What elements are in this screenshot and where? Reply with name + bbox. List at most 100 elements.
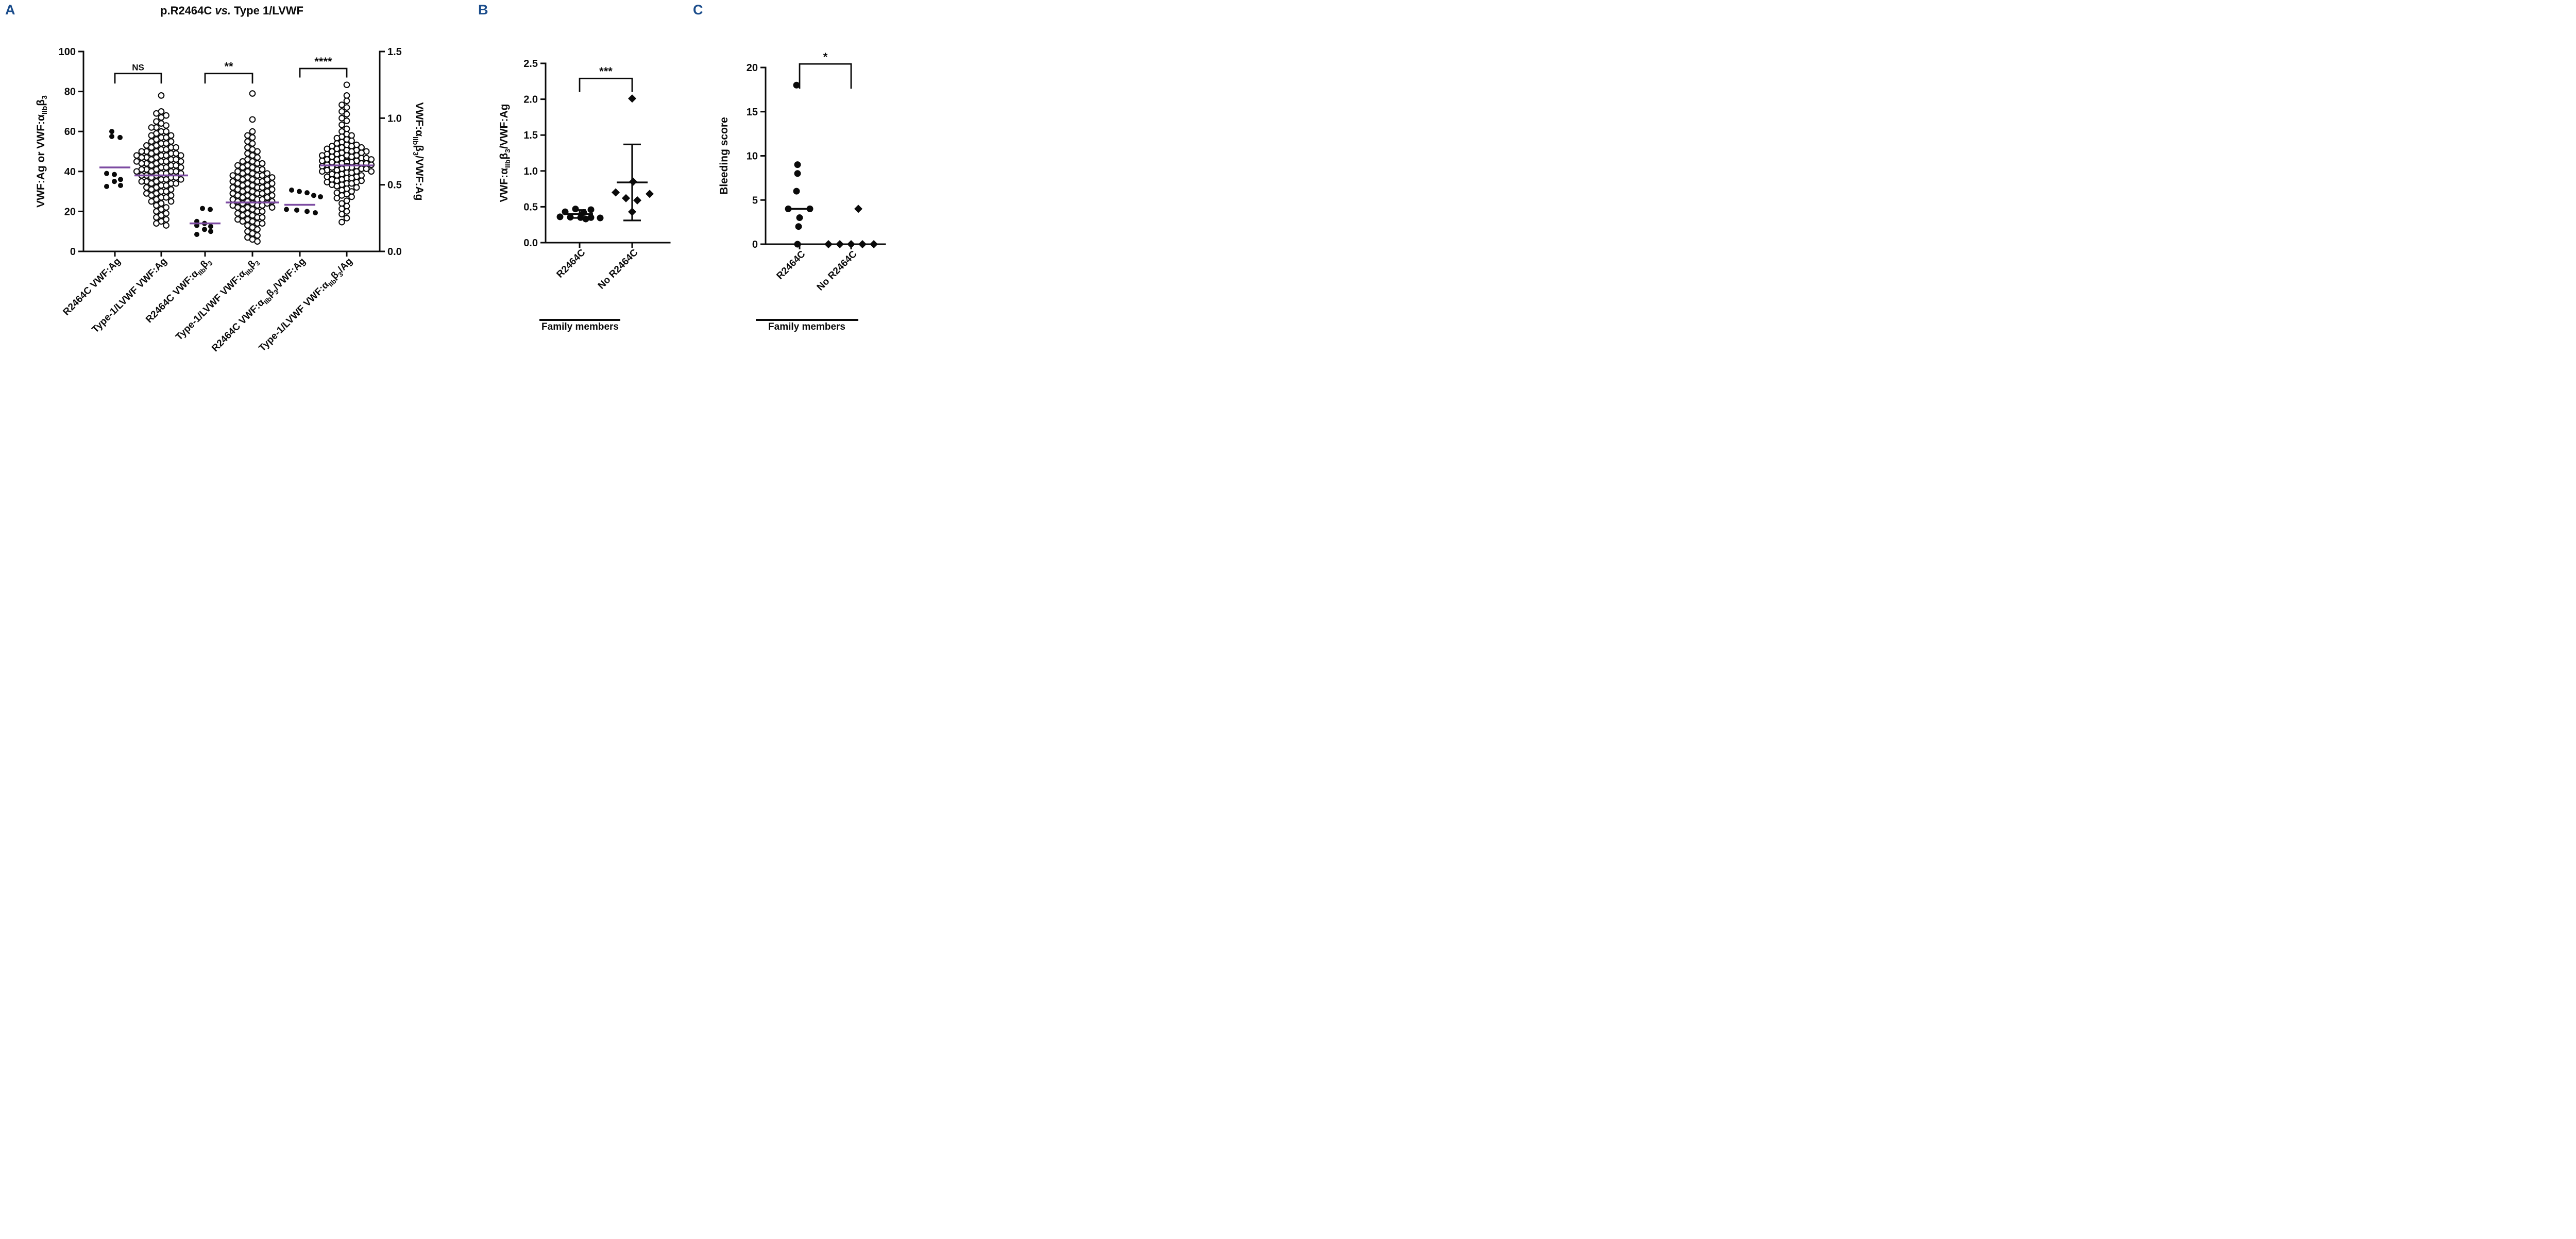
data-point: [794, 241, 801, 248]
axes: [545, 62, 671, 244]
data-point: [368, 156, 375, 163]
data-point: [318, 157, 326, 164]
data-point: [148, 150, 155, 157]
data-point: [348, 143, 355, 150]
data-point: [259, 190, 266, 197]
axes: [765, 66, 886, 245]
data-point: [343, 104, 350, 111]
data-point: [259, 208, 266, 215]
data-point: [239, 158, 246, 165]
y2-axis-tick-label: 0.5: [387, 180, 402, 191]
significance-bracket: [579, 77, 633, 92]
panel-a: 0 20 40 60 80 100 0.0 0.5 1.0 1.5 VWF:Ag or VWF:αI…: [35, 46, 425, 355]
data-point: [324, 179, 331, 185]
data-point: [318, 168, 326, 175]
data-point: [163, 176, 170, 183]
data-point: [254, 238, 261, 245]
panel-b: 0.0 0.5 1.0 1.5 2.0 2.5 VWF:αIIbβ3/VWF:Ag R2464…: [498, 58, 671, 321]
data-point: [259, 172, 266, 179]
data-point: [870, 240, 878, 248]
data-point: [348, 175, 355, 182]
data-point: [259, 214, 266, 221]
data-point: [633, 196, 641, 205]
data-point: [148, 192, 155, 199]
y-axis-title: Bleeding score: [718, 117, 730, 195]
y2-axis-tick-label: 1.5: [387, 46, 402, 58]
significance-bracket: [204, 73, 253, 84]
data-point: [254, 232, 261, 239]
data-point: [580, 209, 587, 216]
data-point: [348, 137, 355, 144]
data-point: [138, 160, 145, 167]
data-point: [289, 188, 294, 193]
data-point: [304, 209, 310, 214]
data-point: [173, 180, 179, 187]
panel-c: 0 5 10 15 20 Bleeding score R2464C No R2464C *: [718, 50, 886, 321]
data-point: [104, 171, 109, 176]
data-point: [348, 169, 355, 176]
data-point: [294, 207, 299, 213]
significance-label: ***: [599, 65, 613, 78]
data-point: [338, 114, 345, 122]
data-point: [629, 177, 637, 186]
data-point: [163, 164, 170, 171]
data-point: [612, 188, 620, 197]
significance-label: *: [823, 50, 828, 63]
data-point: [239, 194, 246, 201]
data-point: [239, 206, 246, 213]
y-axis-tick-label: 60: [64, 126, 76, 138]
data-point: [112, 172, 117, 177]
data-point: [794, 161, 801, 168]
significance-bracket: [299, 67, 348, 78]
data-point: [239, 182, 246, 189]
data-point: [348, 193, 355, 200]
y2-axis-title: VWF:αIIbβ3/VWF:Ag: [412, 102, 425, 200]
panel-c-x-axis-title: Family members: [768, 321, 845, 332]
data-point: [343, 208, 350, 215]
data-point: [338, 211, 345, 217]
x-group-label: Type-1/LVWF VWF:Ag: [90, 256, 170, 335]
x-group-label: R2464C: [774, 248, 807, 281]
data-point: [338, 218, 345, 226]
data-point: [177, 164, 184, 171]
data-point: [109, 129, 114, 134]
data-point: [163, 152, 170, 159]
panel-a-letter: A: [5, 2, 15, 18]
y-axis-tick-label: 1.0: [523, 166, 538, 177]
data-point: [194, 232, 199, 237]
data-point: [148, 168, 155, 175]
x-group-label: Type-1/LVWF VWF:αIIbβ3/Ag: [257, 256, 356, 355]
data-point: [254, 226, 261, 233]
data-point: [239, 188, 246, 195]
x-group-label: R2464C: [554, 247, 587, 280]
data-point: [556, 213, 564, 220]
data-point: [259, 178, 266, 185]
data-point: [622, 194, 630, 202]
data-point: [117, 134, 123, 140]
data-point: [249, 128, 256, 135]
data-point: [311, 193, 316, 198]
data-point: [259, 196, 266, 203]
data-point: [582, 215, 589, 223]
data-point: [793, 188, 800, 195]
data-point: [158, 92, 165, 99]
data-point: [249, 134, 256, 141]
x-group-label: No R2464C: [596, 247, 640, 291]
data-point: [148, 198, 155, 205]
y-axis-tick-label: 15: [747, 107, 758, 118]
data-point: [153, 214, 160, 221]
data-point: [353, 184, 360, 191]
axes: [82, 50, 381, 252]
data-point: [836, 240, 844, 248]
data-point: [587, 206, 595, 213]
data-point: [177, 158, 184, 165]
data-point: [249, 90, 256, 97]
data-point: [858, 240, 867, 248]
data-point: [133, 168, 140, 175]
data-point: [572, 206, 579, 213]
data-point: [333, 182, 341, 190]
y-axis-tick-label: 2.0: [523, 94, 538, 106]
data-point: [794, 170, 801, 177]
data-point: [796, 214, 803, 222]
